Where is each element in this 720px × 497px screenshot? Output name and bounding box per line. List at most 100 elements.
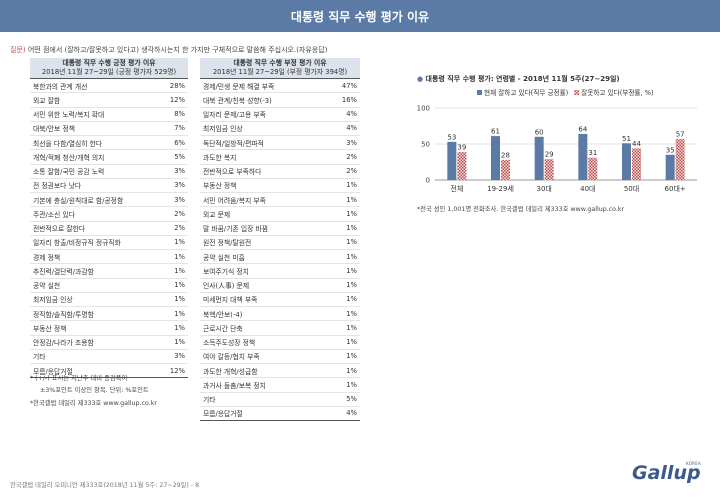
positive-reason-label: 소통 잘함/국민 공감 노력 <box>30 164 160 179</box>
positive-reason-percent: 1% <box>159 306 188 322</box>
positive-row: 정직함/솔직함/투명함 1% <box>30 306 188 322</box>
negative-row: 과도한 개혁/성급함 1% <box>200 363 360 379</box>
disapprove-bar <box>501 159 510 180</box>
disapprove-bar <box>457 151 467 180</box>
negative-row: 기타 5% <box>200 392 360 407</box>
negative-reason-label: 경제/민생 문제 해결 부족 <box>200 78 326 94</box>
positive-row: 안정감/나라가 조용함 1% <box>30 335 188 350</box>
legend-swatch <box>574 90 580 95</box>
approve-value-label: 64 <box>578 125 587 133</box>
chart-title: ● 대통령 직무 수행 평가: 연령별 - 2018년 11월 5주(27~29… <box>417 74 620 84</box>
disapprove-value-label: 44 <box>632 140 641 148</box>
approve-value-label: 51 <box>622 135 631 143</box>
positive-reason-label: 정직함/솔직함/투명함 <box>30 306 160 322</box>
positive-reason-label: 개혁/적폐 청산/개혁 의지 <box>30 149 160 165</box>
negative-reason-percent: 4% <box>325 107 360 122</box>
positive-reason-percent: 1% <box>159 278 188 293</box>
positive-reason-label: 일자리 창출/비정규직 정규직화 <box>30 235 160 251</box>
negative-reason-label: 기타 <box>200 392 326 407</box>
positive-reason-percent: 1% <box>159 263 188 279</box>
x-tick-label: 30대 <box>536 185 551 193</box>
positive-reason-label: 최선을 다함/열심히 한다 <box>30 135 160 151</box>
positive-reason-percent: 1% <box>159 292 188 308</box>
approve-value-label: 53 <box>447 133 456 141</box>
negative-reason-percent: 2% <box>325 149 360 165</box>
positive-reason-label: 기본에 충실/원칙대로 함/공정함 <box>30 192 160 208</box>
approve-bar <box>578 133 588 180</box>
negative-reason-label: 일자리 문제/고용 부족 <box>200 107 326 122</box>
positive-reason-label: 기타 <box>30 349 160 365</box>
gallup-logo: Gallup <box>632 462 701 484</box>
chart-source-note: *전국 성인 1,001명 전화조사. 한국갤럽 데일리 제333호 www.g… <box>417 206 625 213</box>
negative-reason-percent: 4% <box>325 121 360 137</box>
negative-row: 과거사 들춤/보복 정치 1% <box>200 377 360 393</box>
question-text: 어떤 점에서 (잘하고/잘못하고 있다고) 생각하시는지 한 가지만 구체적으로… <box>25 46 328 54</box>
negative-row: 부동산 정책 1% <box>200 178 360 194</box>
approve-bar <box>665 154 675 180</box>
negative-row: 소득주도성장 정책 1% <box>200 335 360 350</box>
positive-reason-label: 북한과의 관계 개선 <box>30 78 160 94</box>
negative-reason-percent: 4% <box>325 406 360 422</box>
x-tick-label: 40대 <box>580 185 595 193</box>
negative-row: 외교 문제 1% <box>200 206 360 222</box>
disapprove-bar <box>675 138 685 180</box>
positive-table-subtitle: 2018년 11월 27~29일 (긍정 평가자 529명) <box>41 68 177 76</box>
table-note-change: * (+/-) 표시는 지난주 대비 증감폭이 <box>30 375 128 382</box>
x-tick-label: 60대+ <box>665 185 686 193</box>
positive-reason-percent: 12% <box>159 92 188 108</box>
positive-reason-percent: 12% <box>159 363 188 379</box>
negative-reason-percent: 1% <box>325 377 360 393</box>
positive-reason-percent: 2% <box>159 206 188 222</box>
negative-reason-label: 인사(人事) 문제 <box>200 278 326 293</box>
disapprove-value-label: 28 <box>501 151 510 159</box>
legend-swatch <box>477 90 482 95</box>
positive-reason-percent: 8% <box>159 107 188 122</box>
negative-reason-label: 원전 정책/탈원전 <box>200 235 326 251</box>
positive-row: 공약 실천 1% <box>30 278 188 293</box>
negative-reason-label: 대북 관계/친북 성향(-3) <box>200 92 326 108</box>
positive-reason-percent: 28% <box>159 78 188 94</box>
positive-row: 일자리 창출/비정규직 정규직화 1% <box>30 235 188 251</box>
approve-value-label: 61 <box>491 128 500 136</box>
negative-reason-percent: 1% <box>325 363 360 379</box>
negative-reason-label: 전반적으로 부족하다 <box>200 164 326 179</box>
positive-reason-label: 추진력/결단력/과감함 <box>30 263 160 279</box>
approve-bar <box>447 141 457 180</box>
negative-reason-label: 최저임금 인상 <box>200 121 326 137</box>
negative-reason-percent: 1% <box>325 349 360 365</box>
negative-row: 원전 정책/탈원전 1% <box>200 235 360 251</box>
negative-reason-percent: 1% <box>325 306 360 322</box>
disapprove-value-label: 31 <box>588 149 597 157</box>
disapprove-bar <box>544 159 554 180</box>
positive-reason-percent: 2% <box>159 221 188 236</box>
negative-reason-label: 부동산 정책 <box>200 178 326 194</box>
positive-reason-label: 전 정권보다 낫다 <box>30 178 160 194</box>
positive-table-header: 대통령 직무 수행 긍정 평가 이유 2018년 11월 27~29일 (긍정 … <box>30 58 188 79</box>
table-note-unit: ±3%포인트 이상인 항목. 단위: %포인트 <box>40 387 149 394</box>
negative-row: 독단적/일방적/편파적 3% <box>200 135 360 151</box>
legend-label: 현재 잘하고 있다(직무 긍정률) <box>484 88 568 97</box>
negative-table-title: 대통령 직무 수행 부정 평가 이유 <box>233 59 327 67</box>
negative-reason-label: 보여주기식 정치 <box>200 263 326 279</box>
negative-reason-percent: 1% <box>325 263 360 279</box>
disapprove-value-label: 57 <box>676 130 685 138</box>
positive-reason-percent: 7% <box>159 121 188 137</box>
negative-reason-label: 서민 어려움/복지 부족 <box>200 192 326 208</box>
negative-row: 전반적으로 부족하다 2% <box>200 164 360 179</box>
negative-reason-label: 말 바꿈/기존 입장 바뀜 <box>200 221 326 236</box>
positive-row: 추진력/결단력/과감함 1% <box>30 263 188 279</box>
negative-reason-label: 모름/응답거절 <box>200 406 326 422</box>
negative-reason-percent: 1% <box>325 335 360 350</box>
positive-reason-percent: 3% <box>159 192 188 208</box>
negative-row: 모름/응답거절 4% <box>200 406 360 422</box>
negative-row: 미세먼지 대책 부족 1% <box>200 292 360 308</box>
positive-reason-percent: 1% <box>159 235 188 251</box>
negative-reason-label: 여야 갈등/협치 부족 <box>200 349 326 365</box>
negative-reason-label: 과도한 개혁/성급함 <box>200 363 326 379</box>
page-header: 대통령 직무 수행 평가 이유 <box>0 0 720 32</box>
approve-bar <box>622 143 631 180</box>
positive-row: 최저임금 인상 1% <box>30 292 188 308</box>
negative-row: 서민 어려움/복지 부족 1% <box>200 192 360 208</box>
negative-table-subtitle: 2018년 11월 27~29일 (부정 평가자 394명) <box>212 68 348 76</box>
positive-row: 기타 3% <box>30 349 188 365</box>
